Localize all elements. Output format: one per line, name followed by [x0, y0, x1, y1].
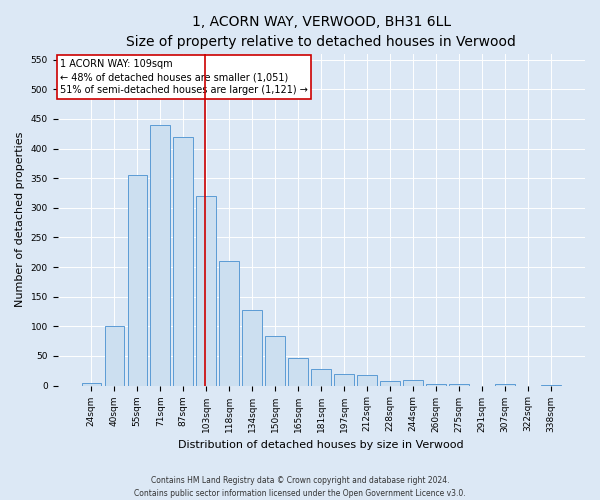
- Bar: [496, 384, 515, 386]
- Bar: [242, 310, 262, 386]
- Bar: [220, 261, 239, 386]
- Bar: [358, 376, 377, 386]
- Bar: [265, 336, 285, 386]
- Bar: [380, 381, 400, 386]
- Bar: [427, 384, 446, 386]
- Bar: [311, 369, 331, 386]
- Bar: [403, 380, 423, 386]
- Bar: [173, 137, 193, 386]
- Bar: [128, 176, 147, 386]
- Title: 1, ACORN WAY, VERWOOD, BH31 6LL
Size of property relative to detached houses in : 1, ACORN WAY, VERWOOD, BH31 6LL Size of …: [127, 15, 516, 48]
- Bar: [289, 358, 308, 386]
- Text: 1 ACORN WAY: 109sqm
← 48% of detached houses are smaller (1,051)
51% of semi-det: 1 ACORN WAY: 109sqm ← 48% of detached ho…: [60, 59, 308, 95]
- Bar: [104, 326, 124, 386]
- Bar: [541, 385, 561, 386]
- Bar: [82, 382, 101, 386]
- Bar: [334, 374, 354, 386]
- X-axis label: Distribution of detached houses by size in Verwood: Distribution of detached houses by size …: [178, 440, 464, 450]
- Text: Contains HM Land Registry data © Crown copyright and database right 2024.
Contai: Contains HM Land Registry data © Crown c…: [134, 476, 466, 498]
- Bar: [196, 196, 216, 386]
- Y-axis label: Number of detached properties: Number of detached properties: [15, 132, 25, 308]
- Bar: [151, 125, 170, 386]
- Bar: [449, 384, 469, 386]
